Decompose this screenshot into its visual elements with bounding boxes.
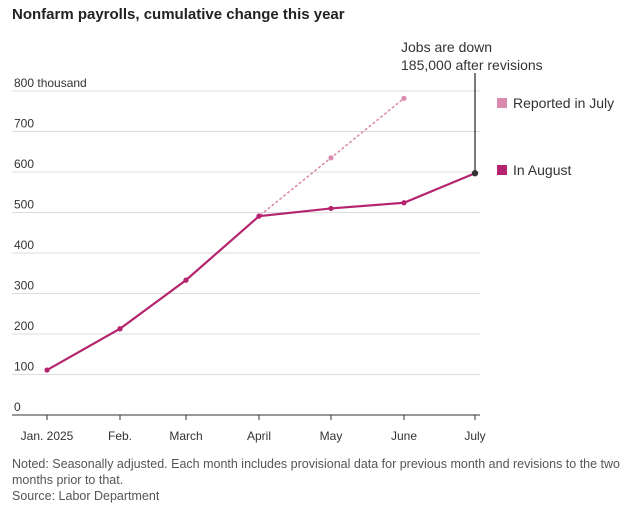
data-point-in-august xyxy=(117,326,123,332)
x-tick-label: June xyxy=(391,429,417,443)
data-point-in-august xyxy=(256,213,262,219)
y-tick-label: 0 xyxy=(14,400,21,414)
chart-source: Source: Labor Department xyxy=(12,489,160,503)
y-tick-label: 500 xyxy=(14,198,34,212)
data-point-in-august xyxy=(328,205,334,212)
x-tick-label: March xyxy=(169,429,202,443)
annotation-text: 185,000 after revisions xyxy=(401,57,543,73)
x-tick-label: July xyxy=(464,429,485,443)
chart-title: Nonfarm payrolls, cumulative change this… xyxy=(12,6,345,23)
x-tick-label: April xyxy=(247,429,271,443)
x-tick-label: May xyxy=(320,429,343,443)
series-line-in-august xyxy=(46,172,476,372)
gridlines xyxy=(12,90,480,375)
y-tick-label: 300 xyxy=(14,279,34,293)
data-point-in-august xyxy=(401,200,407,206)
annotation-marker xyxy=(471,170,479,177)
data-point-in-august xyxy=(44,367,50,373)
x-tick-label: Feb. xyxy=(108,429,132,443)
series-line-reported-in-july xyxy=(46,97,405,371)
x-axis: Jan. 2025 Feb. March April May June July xyxy=(12,414,486,443)
legend: Reported in July In August xyxy=(497,95,614,178)
data-point-reported-in-july xyxy=(401,95,407,101)
annotation: Jobs are down 185,000 after revisions xyxy=(401,39,543,177)
y-tick-label: 600 xyxy=(14,157,34,171)
y-tick-label: 400 xyxy=(14,238,34,252)
x-tick-label: Jan. 2025 xyxy=(21,429,74,443)
legend-label: Reported in July xyxy=(513,95,614,111)
y-tick-label: 800 thousand xyxy=(14,76,87,90)
series-lines xyxy=(44,95,478,373)
data-point-reported-in-july xyxy=(328,155,334,161)
annotation-text: Jobs are down xyxy=(401,39,492,55)
legend-label: In August xyxy=(513,162,571,178)
y-tick-label: 200 xyxy=(14,319,34,333)
line-chart: 0 100 200 300 400 500 600 700 800 thousand Jan. … xyxy=(12,39,614,443)
legend-swatch xyxy=(497,98,507,108)
chart-note: Noted: Seasonally adjusted. Each month i… xyxy=(12,457,620,487)
y-tick-label: 100 xyxy=(14,360,34,374)
data-point-in-august xyxy=(183,277,189,283)
y-tick-label: 700 xyxy=(14,117,34,131)
y-axis-tick-labels: 0 100 200 300 400 500 600 700 800 thousand xyxy=(14,76,87,414)
legend-swatch xyxy=(497,165,507,175)
